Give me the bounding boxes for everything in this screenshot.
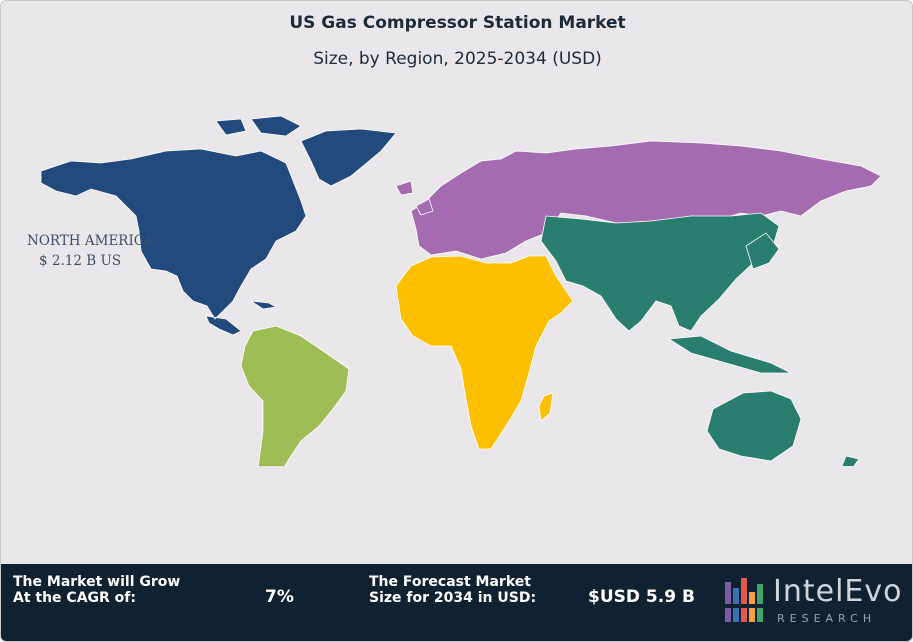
forecast-label: The Forecast Market Size for 2034 in USD…	[369, 574, 537, 606]
logo-icon	[723, 578, 767, 622]
page-subtitle: Size, by Region, 2025-2034 (USD)	[313, 49, 602, 69]
logo-name: IntelEvo	[773, 574, 903, 609]
cagr-label: The Market will Grow At the CAGR of:	[13, 574, 181, 606]
forecast-value: $USD 5.9 B	[588, 587, 695, 607]
region-asia-pacific	[540, 212, 860, 466]
north-america-label: NORTH AMERICA	[27, 233, 154, 249]
region-south-america	[240, 325, 350, 466]
cagr-value: 7%	[265, 587, 294, 607]
world-map	[40, 115, 882, 466]
region-europe-russia	[395, 140, 882, 260]
page-title: US Gas Compressor Station Market	[289, 13, 626, 33]
logo-subtitle: RESEARCH	[777, 612, 877, 625]
region-africa-middle-east	[395, 255, 574, 450]
region-north-america	[40, 115, 397, 336]
footer-bar: The Market will Grow At the CAGR of: 7% …	[1, 564, 912, 641]
north-america-value: $ 2.12 B US	[39, 253, 122, 269]
